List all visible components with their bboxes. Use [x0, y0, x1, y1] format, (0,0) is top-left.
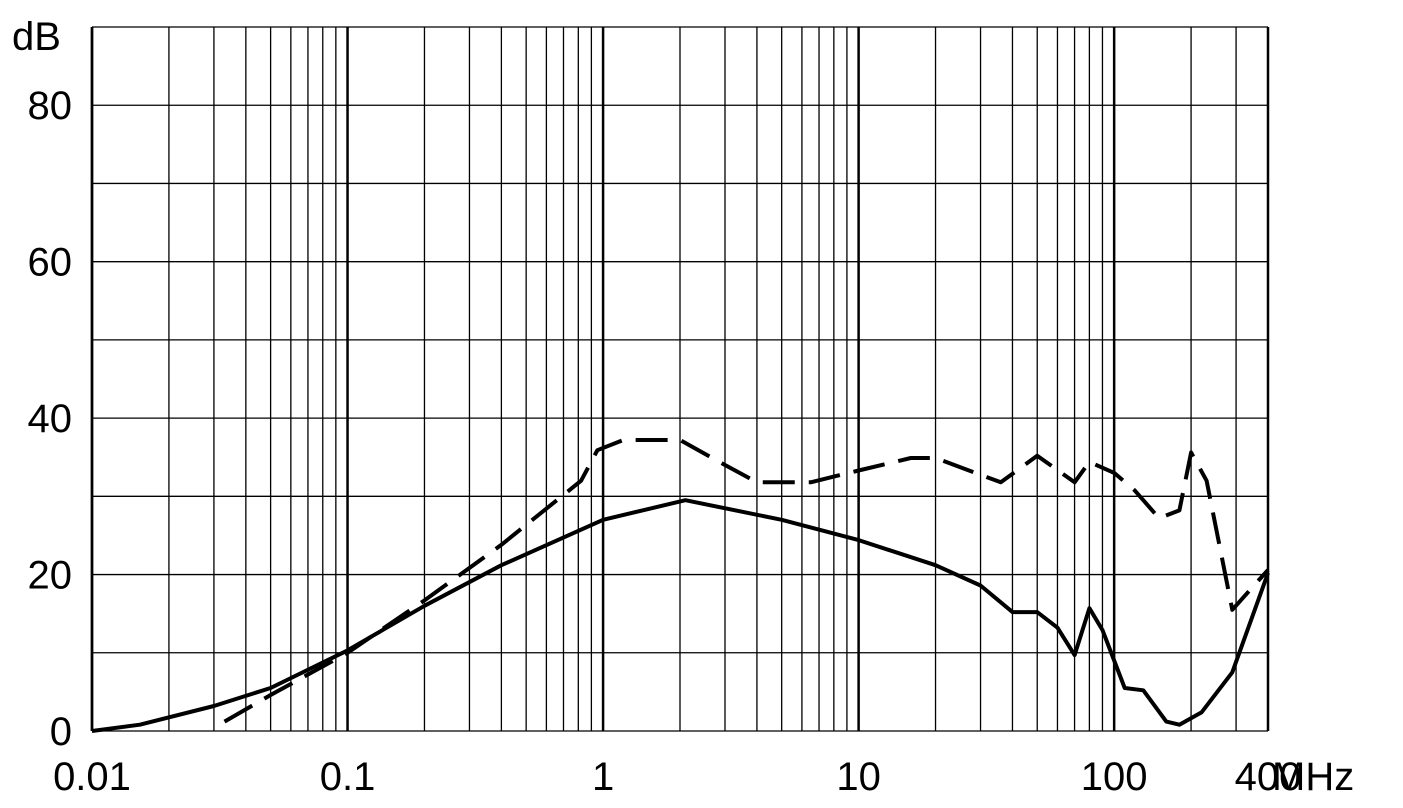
x-tick-label: 10 [836, 755, 881, 799]
y-tick-label: 20 [28, 554, 73, 598]
x-axis-label: MHz [1272, 755, 1354, 799]
series-line [223, 438, 1270, 724]
y-tick-label: 80 [28, 84, 73, 128]
x-tick-label: 0.1 [320, 755, 376, 799]
y-tick-label: 60 [28, 241, 73, 285]
x-tick-label: 1 [592, 755, 614, 799]
x-tick-label: 400 [1235, 755, 1302, 799]
x-tick-label: 0.01 [53, 755, 131, 799]
y-axis-label: dB [12, 15, 61, 59]
y-tick-label: 40 [28, 397, 73, 441]
x-tick-label: 100 [1081, 755, 1148, 799]
series-line [91, 498, 1270, 733]
y-tick-label: 0 [50, 710, 72, 754]
